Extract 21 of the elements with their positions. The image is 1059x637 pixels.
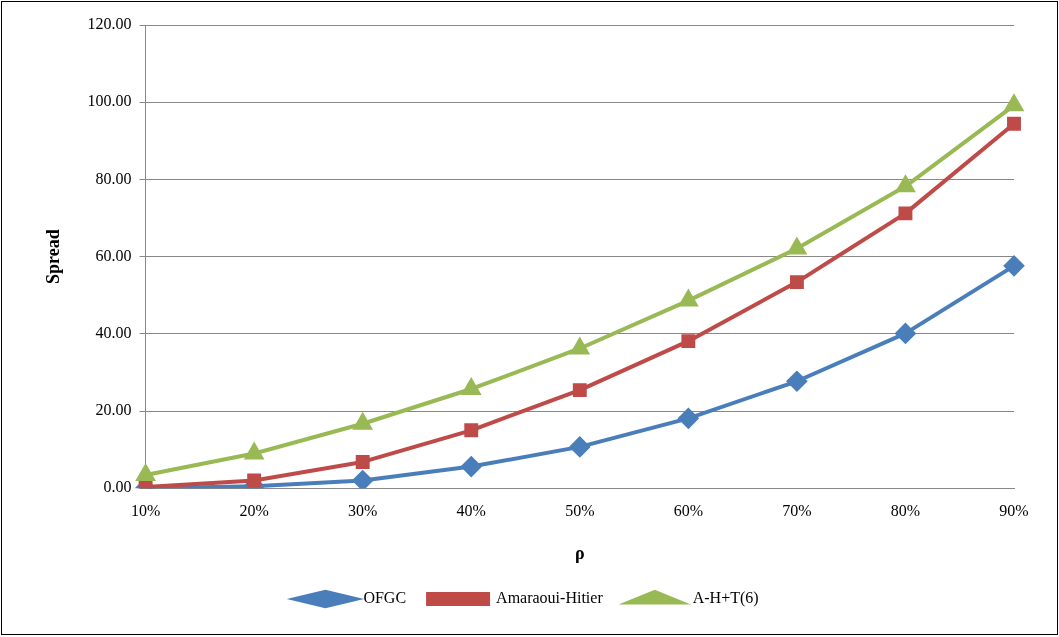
x-tick-label: 80%	[890, 502, 921, 519]
x-tick-label: 50%	[565, 502, 595, 519]
y-tick-label: 20.00	[95, 401, 132, 419]
x-tick-label: 10%	[130, 502, 161, 519]
y-axis-title: Spread	[43, 229, 64, 284]
x-tick-label: 90%	[999, 502, 1029, 519]
x-tick-label: 40%	[456, 502, 486, 519]
x-axis-title: ρ	[574, 542, 585, 563]
y-tick-label: 40.00	[95, 324, 132, 341]
legend-label: A-H+T(6)	[692, 589, 759, 608]
legend-label: Amaraoui-Hitier	[496, 589, 604, 607]
x-tick-label: 70%	[782, 502, 812, 519]
legend-label: OFGC	[363, 589, 407, 607]
y-tick-label: 60.00	[95, 246, 132, 264]
y-tick-label: 0.00	[103, 478, 132, 496]
y-tick-label: 100.00	[87, 92, 132, 110]
x-tick-label: 60%	[673, 502, 704, 519]
x-tick-label: 30%	[348, 502, 378, 519]
y-tick-label: 120.00	[87, 15, 132, 33]
y-tick-label: 80.00	[95, 169, 132, 187]
x-tick-label: 20%	[239, 502, 269, 519]
